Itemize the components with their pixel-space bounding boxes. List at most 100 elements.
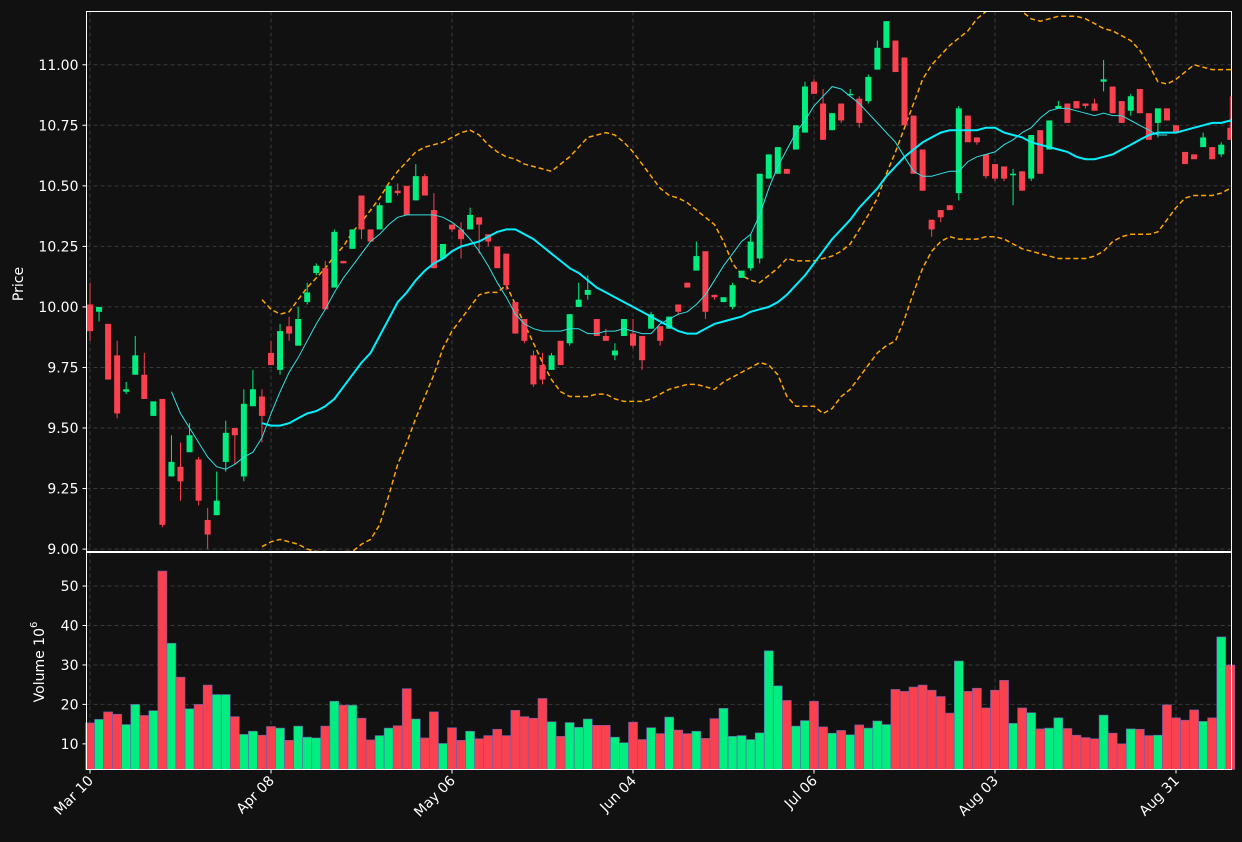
candle-body: [693, 256, 700, 271]
volume-bar: [1153, 734, 1163, 770]
candle-body: [720, 297, 727, 303]
price-tick-label: 9.50: [47, 421, 78, 437]
volume-bar: [447, 727, 457, 770]
volume-bar: [537, 698, 548, 770]
candle-body: [883, 21, 890, 48]
price-tick-label: 10.75: [38, 118, 78, 134]
volume-axis-label: Volume 106: [29, 622, 48, 703]
volume-bar: [1080, 737, 1091, 770]
candle-body: [277, 331, 284, 370]
candle-body: [403, 185, 410, 215]
volume-bar: [148, 710, 159, 770]
candle-body: [123, 389, 130, 392]
candle-body: [1227, 127, 1232, 140]
candle-body: [87, 304, 93, 332]
volume-bar: [1116, 743, 1127, 770]
volume-bar: [257, 734, 267, 770]
candle-body: [249, 389, 256, 407]
candle-body: [313, 265, 320, 274]
volume-bar: [474, 738, 484, 770]
volume-bar: [963, 691, 973, 770]
volume-bar: [619, 742, 629, 770]
candle-body: [458, 229, 465, 240]
volume-bar: [899, 691, 910, 770]
volume-bar: [483, 735, 494, 770]
volume-bars: [85, 570, 1236, 770]
candle-body: [258, 396, 265, 416]
volume-bar: [184, 708, 195, 770]
candle-body: [186, 435, 193, 453]
candle-body: [105, 323, 112, 380]
volume-bar: [1216, 636, 1227, 770]
volume-bar: [772, 685, 783, 770]
candle-body: [494, 246, 501, 269]
candle-body: [168, 461, 175, 477]
volume-bar: [338, 704, 349, 770]
candle-body: [141, 374, 148, 399]
volume-bar: [410, 718, 421, 770]
volume-bar: [420, 737, 430, 770]
volume-bar: [827, 732, 837, 770]
volume-bar: [564, 722, 575, 770]
volume-bar: [211, 694, 222, 770]
candle-body: [620, 319, 627, 336]
volume-bar: [1225, 664, 1236, 770]
volume-bar: [818, 726, 828, 770]
volume-bar: [782, 700, 792, 770]
candle-body: [992, 164, 998, 179]
candle-body: [1055, 105, 1062, 109]
candle-body: [96, 306, 103, 312]
candle-body: [865, 76, 872, 102]
volume-bar: [311, 737, 322, 770]
volume-tick-label: 20: [61, 697, 79, 713]
candle-body: [738, 270, 745, 278]
volume-bar: [582, 718, 593, 770]
candle-body: [349, 229, 356, 249]
volume-panel-frame: [86, 552, 1232, 770]
candlesticks: [87, 21, 1232, 550]
candle-body: [358, 195, 365, 230]
candle-body: [286, 326, 293, 334]
candle-body: [430, 210, 437, 269]
candle-body: [1154, 108, 1161, 123]
price-tick-label: 10.50: [38, 179, 78, 195]
volume-axis-label-main: Volume 10: [32, 628, 48, 702]
candle-body: [557, 340, 564, 366]
candle-body: [838, 103, 845, 121]
candle-body: [1182, 151, 1189, 165]
volume-bar: [791, 725, 801, 770]
volume-bar: [1125, 728, 1136, 770]
price-tick-label: 9.00: [47, 542, 78, 558]
volume-bar: [1044, 727, 1055, 770]
candle-body: [1019, 171, 1026, 191]
volume-bar: [682, 733, 693, 770]
candle-body: [503, 253, 510, 286]
volume-bar: [845, 734, 856, 770]
volume-bar: [1062, 728, 1073, 770]
volume-bar: [356, 717, 367, 770]
volume-y-ticks: 10 20 30 40 50: [61, 579, 87, 753]
candle-body: [783, 168, 790, 174]
candle-body: [946, 205, 953, 211]
candle-body: [919, 149, 926, 191]
candle-body: [1145, 113, 1152, 140]
candle-body: [847, 93, 854, 96]
candle-body: [376, 205, 383, 230]
price-panel: 9.00 9.25 9.50 9.75 10.00 10.25 10.50 10.75 11.0…: [11, 11, 1232, 558]
volume-bar: [763, 650, 774, 770]
price-panel-frame: [86, 11, 1232, 552]
candle-body: [548, 355, 555, 370]
candle-body: [132, 355, 139, 375]
candle-body: [982, 154, 989, 177]
volume-bar: [655, 733, 665, 770]
volume-bar: [591, 725, 602, 770]
volume-bar: [881, 724, 892, 770]
volume-bar: [1180, 719, 1190, 770]
candle-body: [1209, 147, 1216, 160]
candle-body: [892, 40, 899, 73]
candle-body: [195, 459, 202, 501]
bollinger-lower-line: [261, 186, 1232, 552]
candle-body: [1109, 86, 1116, 114]
candle-body: [1046, 120, 1053, 150]
